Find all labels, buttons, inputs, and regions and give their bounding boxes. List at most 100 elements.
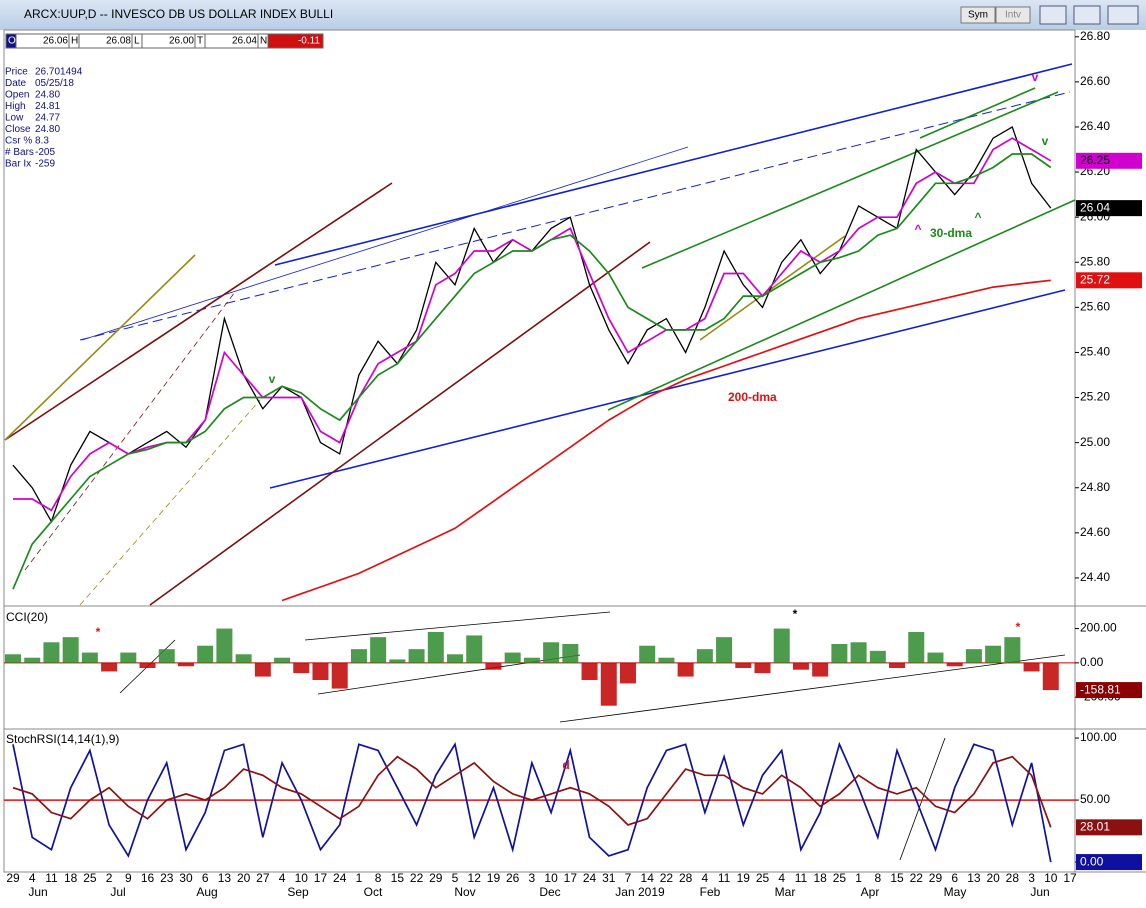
y-tick-label: 24.80: [1080, 480, 1110, 494]
y-tick-label: 26.80: [1080, 29, 1110, 43]
x-tick-label: 19: [487, 871, 501, 885]
cci-bar: [331, 662, 348, 689]
y-tick-label: 0.00: [1080, 655, 1104, 669]
cci-bar: [908, 632, 925, 663]
quote-key: T: [197, 36, 203, 47]
close[interactable]: [1107, 5, 1139, 25]
x-tick-label: 12: [468, 871, 482, 885]
x-tick-label: 10: [295, 871, 309, 885]
month-label: Sep: [287, 885, 309, 899]
x-tick-label: 8: [375, 871, 382, 885]
end-label-box: [1076, 854, 1142, 871]
info-value: -259: [35, 159, 55, 170]
annotation: d: [562, 758, 569, 772]
quote-key: L: [134, 36, 140, 47]
y-tick-label: 26.40: [1080, 119, 1110, 133]
annotation: *: [96, 625, 101, 639]
minimize[interactable]: [1039, 5, 1067, 25]
series-line: [12, 741, 1052, 863]
month-label: Jun: [28, 885, 47, 899]
maximize[interactable]: [1073, 5, 1101, 25]
x-tick-label: 23: [160, 871, 174, 885]
quote-key: O: [8, 36, 16, 47]
month-label: Apr: [861, 885, 880, 899]
info-value: 26.701494: [35, 67, 83, 78]
end-label: 25.72: [1080, 272, 1110, 286]
month-label: Mar: [775, 885, 796, 899]
x-tick-label: 19: [737, 871, 751, 885]
cci-bar: [658, 657, 675, 663]
cci-bar: [581, 662, 598, 680]
cci-bar: [716, 637, 733, 663]
cci-bar: [735, 662, 752, 668]
cci-bar: [543, 642, 560, 663]
intv-button[interactable]: [995, 6, 1031, 24]
quote-value: 26.08: [106, 36, 131, 47]
month-label: Jan 2019: [615, 885, 665, 899]
x-tick-label: 15: [391, 871, 405, 885]
cci-bar: [754, 662, 771, 674]
x-tick-label: 20: [986, 871, 1000, 885]
cci-bar: [523, 657, 540, 663]
x-tick-label: 7: [625, 871, 632, 885]
month-label: Feb: [700, 885, 721, 899]
x-tick-label: 3: [1028, 871, 1035, 885]
sym-label[interactable]: Sym: [968, 10, 988, 21]
month-label: Dec: [539, 885, 560, 899]
quote-key: H: [71, 36, 78, 47]
annotation: v: [1032, 70, 1039, 84]
cci-bar: [408, 649, 425, 663]
x-tick-label: 6: [202, 871, 209, 885]
x-tick-label: 28: [1006, 871, 1020, 885]
cci-bar: [1023, 662, 1040, 672]
x-tick-label: 2: [106, 871, 113, 885]
sym-button[interactable]: [960, 6, 996, 24]
x-tick-label: 1: [855, 871, 862, 885]
cci-bar: [101, 662, 118, 672]
intv-label[interactable]: Intv: [1005, 10, 1021, 21]
info-label: Bar Ix: [5, 159, 31, 170]
info-value: 24.77: [35, 113, 60, 124]
info-value: -205: [35, 147, 55, 158]
x-tick-label: 6: [951, 871, 958, 885]
annotation: *: [1016, 620, 1021, 634]
cci-bar: [158, 649, 175, 663]
series-line: [12, 153, 1052, 590]
x-tick-label: 29: [929, 871, 943, 885]
cci-bar: [831, 644, 848, 663]
cci-bar: [946, 662, 963, 667]
end-label: 26.25: [1080, 153, 1110, 167]
x-tick-label: 31: [602, 871, 616, 885]
cci-bar: [139, 662, 156, 668]
x-tick-label: 29: [6, 871, 20, 885]
cci-bar: [773, 628, 790, 663]
cci-bar: [312, 662, 329, 680]
cci-bar: [639, 645, 656, 663]
x-tick-label: 1: [356, 871, 363, 885]
cci-bar: [927, 652, 944, 663]
cci-bar: [466, 635, 483, 663]
x-tick-label: 20: [237, 871, 251, 885]
cci-bar: [235, 654, 252, 663]
x-tick-label: 27: [256, 871, 270, 885]
info-label: Csr %: [5, 136, 32, 147]
cci-bar: [254, 662, 271, 677]
annotation: *: [793, 607, 798, 621]
x-tick-label: 11: [45, 871, 58, 885]
x-tick-label: 4: [29, 871, 36, 885]
cci-bar: [370, 637, 387, 663]
quote-value: 26.04: [232, 36, 257, 47]
cci-bar: [889, 662, 906, 668]
end-label: -158.81: [1080, 682, 1121, 696]
end-label-box: [1076, 819, 1142, 836]
month-label: May: [944, 885, 967, 899]
info-value: 24.81: [35, 101, 60, 112]
month-label: Jun: [1030, 885, 1049, 899]
x-tick-label: 30: [179, 871, 193, 885]
cci-bar: [696, 649, 713, 663]
x-tick-label: 18: [813, 871, 827, 885]
cci-bar: [5, 654, 21, 663]
pane-title: CCI(20): [6, 610, 48, 624]
x-tick-label: 29: [429, 871, 443, 885]
